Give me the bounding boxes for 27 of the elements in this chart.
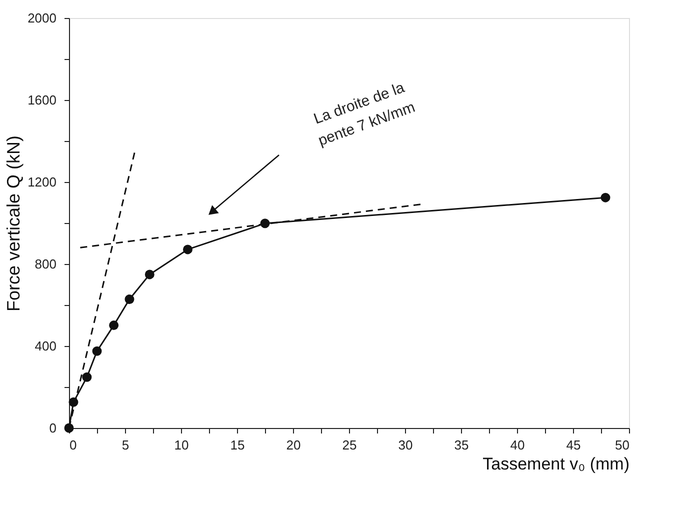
x-tick-label: 35 [454, 438, 469, 452]
x-axis-title: Tassement v₀ (mm) [482, 454, 630, 474]
x-tick-label: 50 [615, 438, 630, 452]
y-tick-label: 1200 [28, 174, 56, 190]
point [109, 320, 119, 330]
point [124, 294, 134, 304]
x-tick-label: 15 [230, 438, 245, 452]
y-tick-label: 800 [34, 256, 56, 272]
point [182, 244, 192, 254]
y-tick-label: 0 [49, 420, 56, 436]
x-tick-label: 20 [286, 438, 301, 452]
y-axis-title: Force verticale Q (kN) [4, 135, 24, 312]
y-tick-label: 400 [34, 338, 56, 354]
x-tick-label: 40 [510, 438, 525, 452]
y-tick-label: 2000 [28, 10, 56, 26]
y-tick-label: 1600 [28, 92, 56, 108]
x-tick-label: 30 [398, 438, 413, 452]
x-tick-label: 25 [342, 438, 357, 452]
point [82, 372, 92, 382]
annotation: La droite de la pente 7 kN/mm [312, 79, 418, 150]
x-tick-label: 0 [70, 438, 77, 452]
x-tick-label: 10 [174, 438, 189, 452]
x-tick-label: 45 [566, 438, 581, 452]
point [600, 192, 610, 202]
x-tick-label: 5 [122, 438, 130, 452]
point [92, 346, 102, 356]
point [144, 270, 154, 280]
